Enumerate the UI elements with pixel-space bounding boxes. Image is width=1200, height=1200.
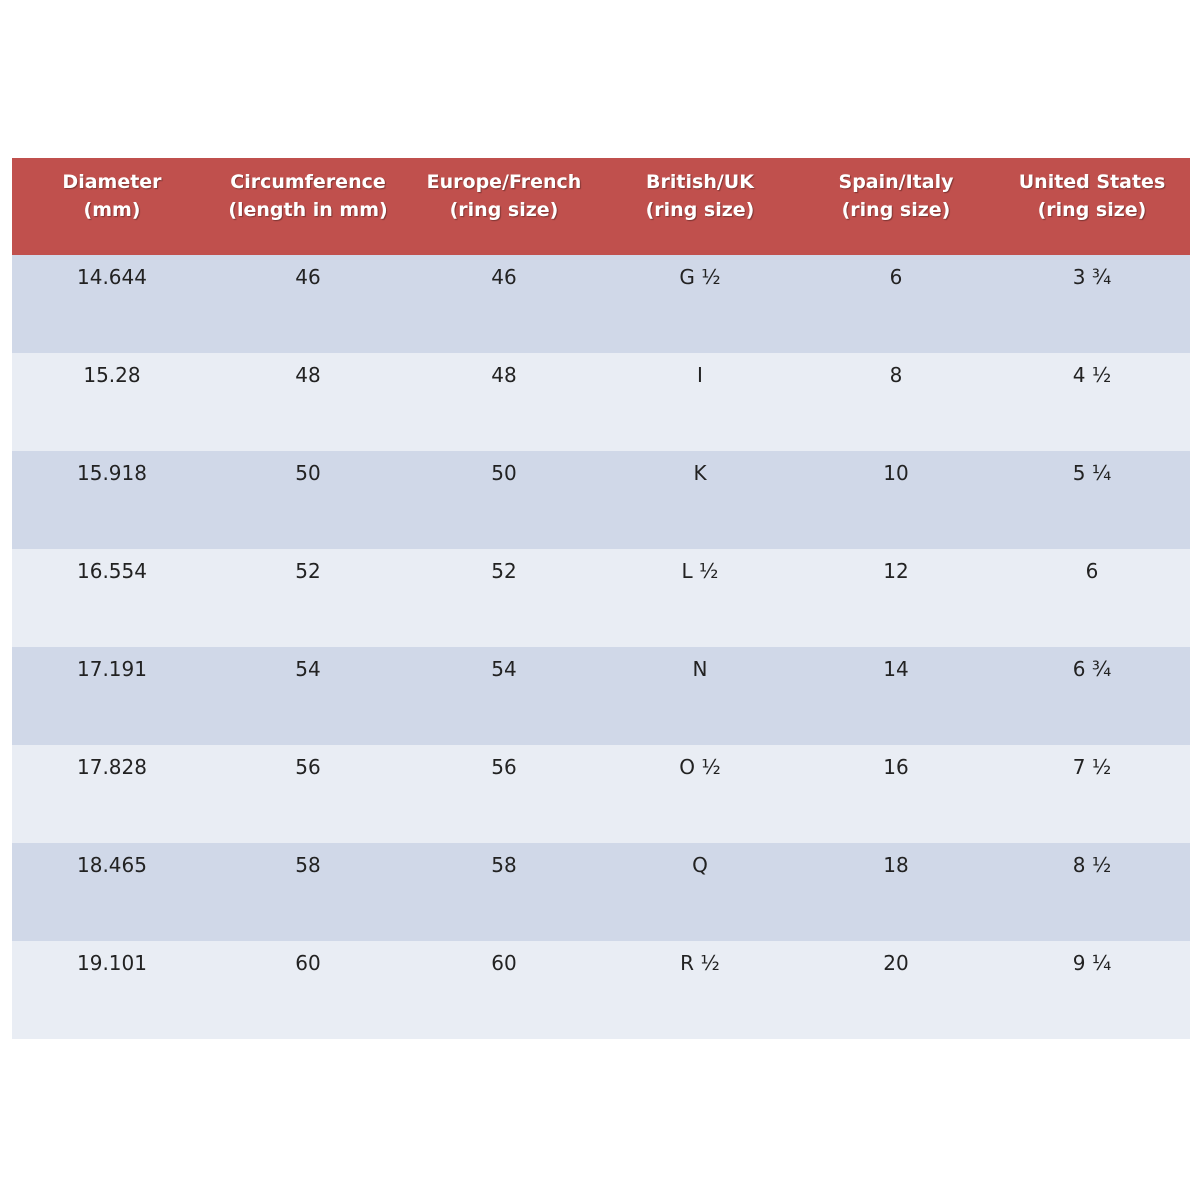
table-cell: 3 ¾: [1072, 265, 1112, 289]
header-text: Spain/Italy: [838, 171, 954, 193]
table-cell: 15.918: [77, 461, 147, 485]
table-cell: 56: [295, 755, 321, 779]
table-cell: I: [697, 363, 703, 387]
header-cell: Diameter (mm): [14, 168, 210, 224]
table-cell: Q: [692, 853, 708, 877]
table-cell: 8: [889, 363, 903, 387]
table-cell: L ½: [681, 559, 719, 583]
table-cell: 58: [295, 853, 321, 877]
table-row: 17.191 54 54 N 14 6 ¾: [12, 647, 1190, 745]
table-row: 15.918 50 50 K 10 5 ¼: [12, 451, 1190, 549]
table-cell: 46: [491, 265, 517, 289]
table-cell: 50: [491, 461, 517, 485]
table-cell: 52: [491, 559, 517, 583]
table-cell: 20: [883, 951, 909, 975]
table-row: 16.554 52 52 L ½ 12 6: [12, 549, 1190, 647]
header-text: Europe/French: [426, 171, 582, 193]
table-cell: 8 ½: [1072, 853, 1112, 877]
header-text: United States: [1018, 171, 1166, 193]
table-cell: 4 ½: [1072, 363, 1112, 387]
table-cell: 56: [491, 755, 517, 779]
table-cell: 19.101: [77, 951, 147, 975]
header-text: (ring size): [645, 199, 755, 221]
table-cell: G ½: [679, 265, 721, 289]
header-text: Diameter: [62, 171, 162, 193]
table-cell: 14: [883, 657, 909, 681]
header-cell: British/UK (ring size): [602, 168, 798, 224]
table-cell: 48: [295, 363, 321, 387]
ring-size-table: Diameter (mm) Circumference (length in mm) E…: [12, 158, 1190, 1039]
header-cell: United States (ring size): [994, 168, 1190, 224]
table-cell: 6: [1085, 559, 1099, 583]
table-cell: 6: [889, 265, 903, 289]
table-cell: 54: [295, 657, 321, 681]
header-cell: Circumference (length in mm): [210, 168, 406, 224]
table-cell: 16: [883, 755, 909, 779]
header-text: (ring size): [1037, 199, 1147, 221]
table-cell: O ½: [679, 755, 721, 779]
table-cell: 60: [295, 951, 321, 975]
table-cell: N: [692, 657, 708, 681]
header-text: (ring size): [841, 199, 951, 221]
table-row: 15.28 48 48 I 8 4 ½: [12, 353, 1190, 451]
table-cell: 15.28: [83, 363, 141, 387]
table-cell: 60: [491, 951, 517, 975]
table-cell: K: [693, 461, 707, 485]
header-text: British/UK: [646, 171, 754, 193]
table-cell: 16.554: [77, 559, 147, 583]
table-cell: 5 ¼: [1072, 461, 1112, 485]
table-cell: 58: [491, 853, 517, 877]
table-cell: 14.644: [77, 265, 147, 289]
table-cell: 9 ¼: [1072, 951, 1112, 975]
table-cell: 46: [295, 265, 321, 289]
table-row: 19.101 60 60 R ½ 20 9 ¼: [12, 941, 1190, 1039]
table-row: 17.828 56 56 O ½ 16 7 ½: [12, 745, 1190, 843]
table-cell: 54: [491, 657, 517, 681]
header-cell: Europe/French (ring size): [406, 168, 602, 224]
table-cell: 7 ½: [1072, 755, 1112, 779]
table-cell: 48: [491, 363, 517, 387]
table-cell: 50: [295, 461, 321, 485]
table-cell: 52: [295, 559, 321, 583]
table-cell: 17.828: [77, 755, 147, 779]
header-row: Diameter (mm) Circumference (length in mm) E…: [12, 158, 1190, 255]
table-cell: 12: [883, 559, 909, 583]
header-text: (length in mm): [228, 199, 388, 221]
table-cell: 10: [883, 461, 909, 485]
table-cell: R ½: [680, 951, 720, 975]
header-text: (ring size): [449, 199, 559, 221]
header-text: (mm): [83, 199, 141, 221]
table-cell: 6 ¾: [1072, 657, 1112, 681]
table-cell: 18.465: [77, 853, 147, 877]
header-text: Circumference: [230, 171, 386, 193]
table-cell: 18: [883, 853, 909, 877]
table-row: 18.465 58 58 Q 18 8 ½: [12, 843, 1190, 941]
header-cell: Spain/Italy (ring size): [798, 168, 994, 224]
table-cell: 17.191: [77, 657, 147, 681]
table-row: 14.644 46 46 G ½ 6 3 ¾: [12, 255, 1190, 353]
